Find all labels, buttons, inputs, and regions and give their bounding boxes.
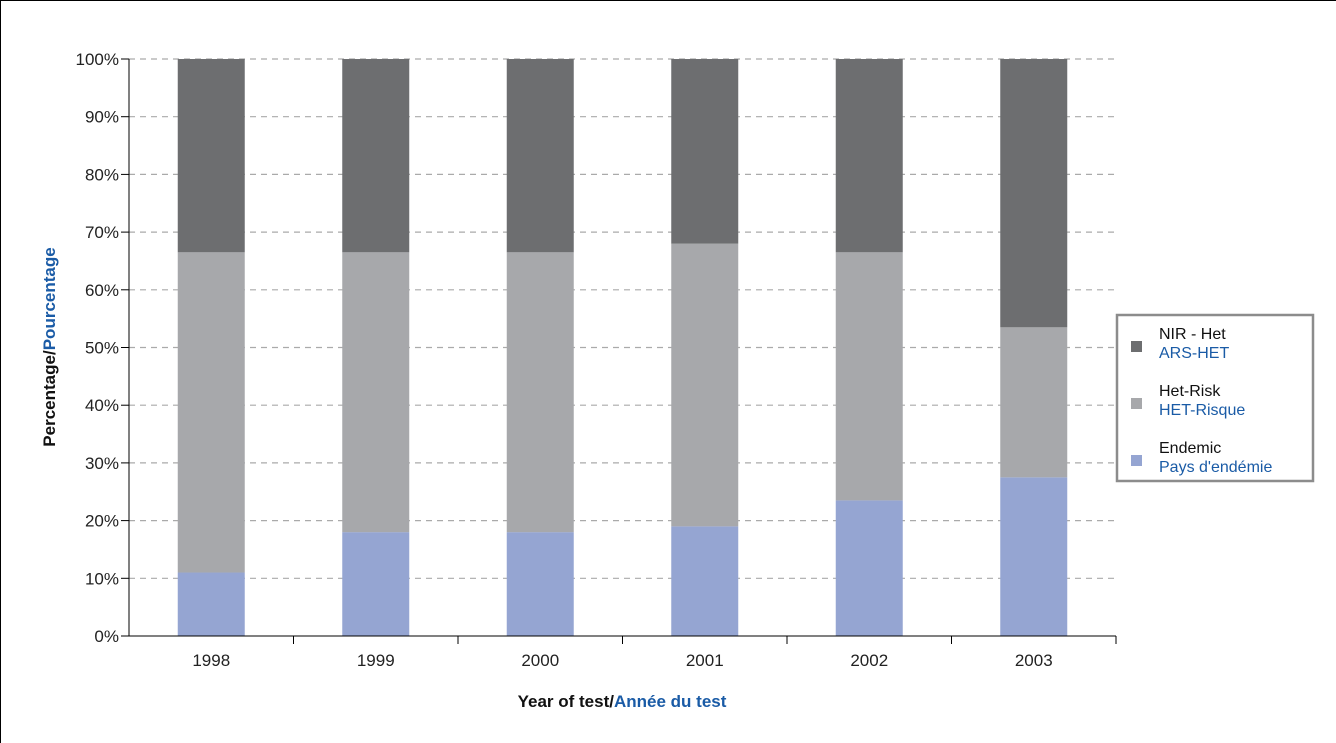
bar-segment: [177, 252, 245, 573]
legend-label-fr: ARS-HET: [1159, 345, 1229, 362]
x-tick-label: 1998: [192, 651, 230, 670]
y-axis-title: Percentage/Pourcentage: [40, 247, 59, 446]
y-axis-title-fr: Pourcentage: [40, 247, 59, 350]
x-tick-label: 2003: [1015, 651, 1053, 670]
legend-label-en: Het-Risk: [1159, 383, 1221, 400]
legend-label-fr: HET-Risque: [1159, 402, 1245, 419]
bar-segment: [835, 500, 903, 636]
bar-segment: [671, 526, 739, 636]
y-tick-label: 10%: [85, 569, 119, 588]
legend-swatch: [1131, 341, 1142, 352]
bars: [177, 59, 1068, 636]
axes: [121, 58, 1117, 644]
x-tick-labels: 1998 1999 2000 2001 2002 2003: [192, 651, 1052, 670]
y-tick-label: 30%: [85, 454, 119, 473]
y-tick-label: 70%: [85, 223, 119, 242]
bar-segment: [342, 59, 410, 253]
y-axis-title-sep: /: [40, 350, 59, 355]
legend-label-fr: Pays d'endémie: [1159, 459, 1272, 476]
x-axis-title: Year of test/Année du test: [518, 692, 727, 711]
bar-segment: [177, 59, 245, 253]
bar-segment: [1000, 327, 1068, 478]
x-axis-title-fr: Année du test: [614, 692, 727, 711]
y-tick-labels: 0% 10% 20% 30% 40% 50% 60% 70% 80% 90% 100%: [76, 50, 119, 646]
bar-segment: [177, 572, 245, 636]
legend: NIR - Het ARS-HET Het-Risk HET-Risque Endemi…: [1115, 313, 1315, 483]
x-tick-label: 1999: [357, 651, 395, 670]
gridlines: [129, 58, 1116, 579]
x-axis-title-sep: /: [609, 692, 614, 711]
y-tick-label: 20%: [85, 512, 119, 531]
y-tick-label: 80%: [85, 165, 119, 184]
bar-segment: [671, 243, 739, 527]
bar-segment: [506, 59, 574, 253]
bar-segment: [506, 532, 574, 636]
bar-segment: [835, 252, 903, 501]
bar-segment: [835, 59, 903, 253]
y-tick-label: 90%: [85, 108, 119, 127]
bar-segment: [506, 252, 574, 533]
x-axis-title-en: Year of test: [518, 692, 610, 711]
y-tick-label: 0%: [94, 627, 119, 646]
bar-segment: [671, 59, 739, 244]
legend-swatch: [1131, 455, 1142, 466]
y-tick-label: 60%: [85, 281, 119, 300]
x-tick-label: 2002: [850, 651, 888, 670]
x-tick-label: 2001: [686, 651, 724, 670]
bar-segment: [1000, 59, 1068, 328]
y-tick-label: 40%: [85, 396, 119, 415]
legend-swatch: [1131, 398, 1142, 409]
x-tick-label: 2000: [521, 651, 559, 670]
y-axis-title-en: Percentage: [40, 355, 59, 447]
legend-label-en: NIR - Het: [1159, 326, 1226, 343]
bar-segment: [342, 252, 410, 533]
legend-box: [1115, 313, 1315, 483]
bar-segment: [1000, 477, 1068, 636]
y-tick-label: 100%: [76, 50, 119, 69]
legend-label-en: Endemic: [1159, 440, 1221, 457]
bar-segment: [342, 532, 410, 636]
y-tick-label: 50%: [85, 339, 119, 358]
